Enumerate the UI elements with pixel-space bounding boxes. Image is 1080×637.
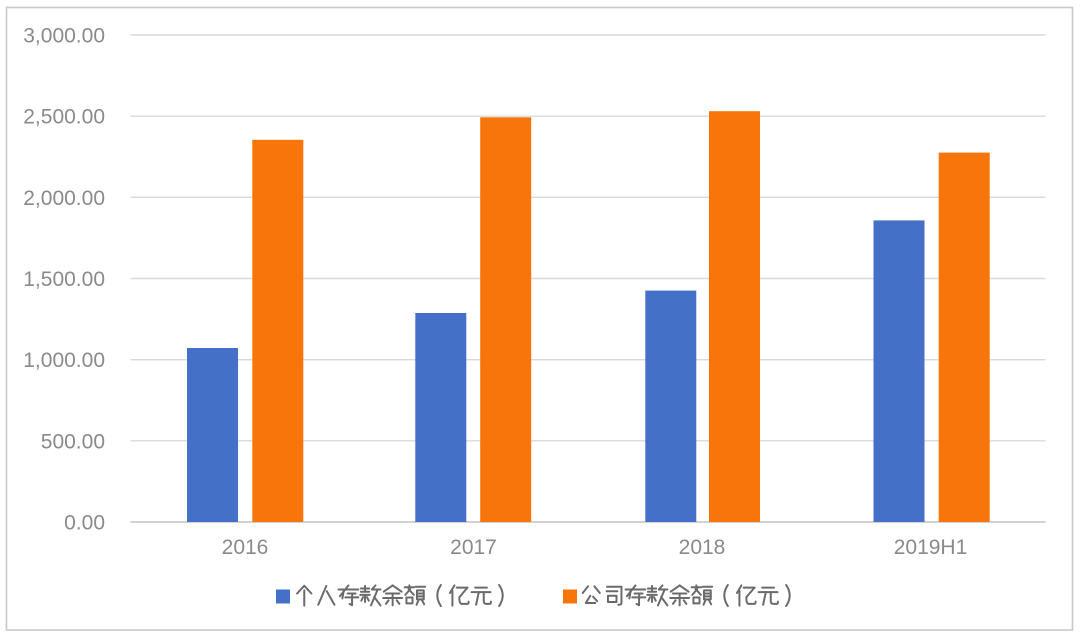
svg-text:2,000.00: 2,000.00 (23, 187, 105, 210)
svg-text:1,000.00: 1,000.00 (23, 349, 105, 372)
svg-text:2018: 2018 (679, 536, 726, 559)
svg-text:500.00: 500.00 (41, 430, 105, 453)
svg-text:2,500.00: 2,500.00 (23, 106, 105, 129)
svg-text:2017: 2017 (450, 536, 497, 559)
svg-text:0.00: 0.00 (64, 512, 105, 535)
svg-text:3,000.00: 3,000.00 (23, 25, 105, 48)
svg-text:2016: 2016 (222, 536, 269, 559)
svg-text:1,500.00: 1,500.00 (23, 268, 105, 291)
svg-text:2019H1: 2019H1 (894, 536, 968, 559)
